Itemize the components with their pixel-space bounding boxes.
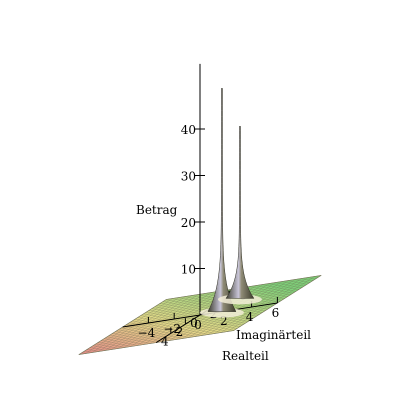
x-tick-label: 0 [190,316,198,330]
x-tick-label: 2 [176,325,184,339]
surface-peak [199,88,244,318]
z-tick-label: 20 [181,216,196,230]
peak-spike [207,88,237,312]
surface-peaks [199,88,262,318]
y-axis-title: Imaginärteil [236,328,311,342]
y-tick-label: 0 [194,318,202,332]
y-tick-label: 6 [272,306,280,320]
x-axis-title: Realteil [222,349,269,363]
x-tick-label: 4 [161,334,169,348]
z-tick-label: 10 [181,263,196,277]
y-tick-label: −4 [138,326,156,340]
y-tick-label: −2 [163,322,181,336]
y-tick-label: 4 [246,310,254,324]
peak-spike [225,126,255,299]
z-tick-label: 40 [181,123,196,137]
z-axis-title: Betrag [136,203,178,217]
surface-peak [217,126,262,305]
y-tick-label: 2 [220,314,228,328]
z-tick-label: 30 [181,170,196,184]
